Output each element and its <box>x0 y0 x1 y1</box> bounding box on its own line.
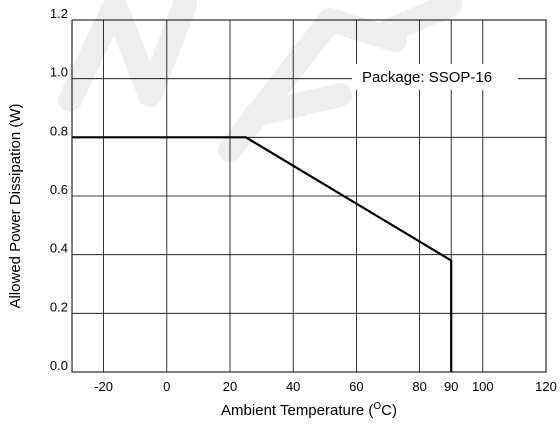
watermark-stroke-3 <box>218 8 342 162</box>
watermark-stroke-5 <box>243 83 352 127</box>
x-tick-label: 80 <box>412 379 426 394</box>
x-axis-label-end: C) <box>381 402 397 419</box>
y-tick-label: 0.0 <box>50 358 68 373</box>
x-axis-label-main: Ambient Temperature ( <box>221 402 373 419</box>
x-axis-label: Ambient Temperature (OC) <box>221 401 397 419</box>
y-tick-label: 0.8 <box>50 123 68 138</box>
annotation: Package: SSOP-16 <box>352 64 518 90</box>
x-tick-labels: -20 0 20 40 60 80 90 100 120 <box>94 379 557 394</box>
y-tick-labels: 0.0 0.2 0.4 0.6 0.8 1.0 1.2 <box>50 6 68 373</box>
y-axis-label: Allowed Power Dissipation (W) <box>7 103 24 308</box>
y-tick-label: 1.2 <box>50 6 68 21</box>
watermark-stroke-6 <box>378 0 462 42</box>
watermark-stroke-2 <box>138 0 197 107</box>
annotation-background <box>352 64 518 90</box>
x-tick-label: 0 <box>163 379 170 394</box>
x-tick-label: 60 <box>349 379 363 394</box>
watermark-stroke-0 <box>58 0 127 112</box>
x-tick-label: -20 <box>94 379 113 394</box>
x-tick-label: 40 <box>286 379 300 394</box>
x-tick-label: 120 <box>535 379 557 394</box>
plot-frame <box>71 19 547 373</box>
series-line <box>72 136 453 372</box>
x-tick-label: 20 <box>223 379 237 394</box>
y-tick-label: 1.0 <box>50 65 68 80</box>
x-axis-label-sup: O <box>373 401 381 412</box>
x-tick-label: 100 <box>472 379 494 394</box>
x-tick-label: 90 <box>444 379 458 394</box>
y-tick-label: 0.2 <box>50 299 68 314</box>
y-tick-label: 0.6 <box>50 182 68 197</box>
package-annotation: Package: SSOP-16 <box>362 69 492 86</box>
y-tick-label: 0.4 <box>50 241 68 256</box>
